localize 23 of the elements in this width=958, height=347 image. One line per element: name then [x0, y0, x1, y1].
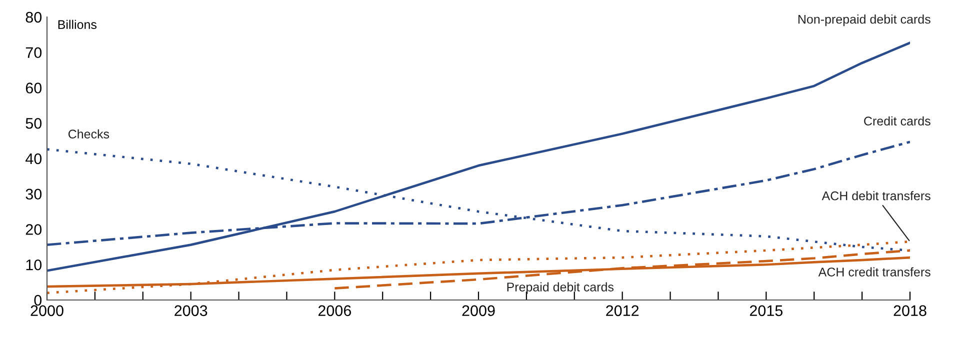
- series-label: Credit cards: [864, 116, 930, 126]
- x-tick-label: 2015: [750, 305, 783, 316]
- series-label: Checks: [68, 129, 110, 138]
- x-tick-label: 2000: [30, 305, 64, 316]
- x-tick-label: 2009: [462, 305, 495, 316]
- text: ACH debit transfers: [822, 191, 930, 200]
- y-tick-label: 0: [34, 294, 42, 306]
- y-tick-label: 60: [26, 82, 42, 94]
- y-axis-title: Billions: [58, 20, 97, 30]
- y-tick-label: 80: [26, 12, 42, 23]
- x-tick-label: 2003: [174, 305, 208, 316]
- x-tick-label: 2012: [606, 305, 639, 316]
- y-tick-label: 30: [26, 188, 42, 200]
- text: Non-prepaid debit cards: [798, 14, 930, 26]
- x-tick-label: 2018: [894, 305, 926, 316]
- y-tick-label: 50: [26, 118, 42, 129]
- y-tick-label: 20: [26, 224, 42, 235]
- y-tick-label: 40: [26, 153, 42, 164]
- y-tick-label: 10: [26, 259, 42, 270]
- series-label: ACH credit transfers: [818, 267, 930, 276]
- series-label: Prepaid debit cards: [507, 282, 614, 294]
- y-tick-label: 70: [26, 47, 42, 58]
- x-tick-label: 2006: [318, 305, 351, 316]
